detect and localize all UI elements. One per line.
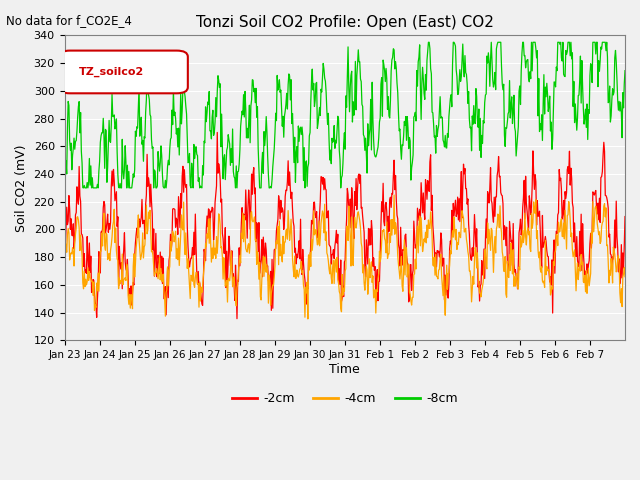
-4cm (278, 259, 286, 265)
-4cm (230, 277, 237, 283)
X-axis label: Time: Time (330, 363, 360, 376)
-2cm (230, 281, 238, 287)
Line: -4cm: -4cm (65, 195, 625, 319)
Text: No data for f_CO2E_4: No data for f_CO2E_4 (6, 14, 132, 27)
-4cm (436, 266, 444, 272)
FancyBboxPatch shape (59, 50, 188, 93)
-8cm (403, 114, 411, 120)
-4cm (304, 316, 312, 322)
-2cm (233, 316, 241, 322)
-2cm (436, 254, 444, 260)
-8cm (279, 113, 287, 119)
-2cm (259, 274, 266, 280)
-4cm (61, 276, 68, 282)
Legend: -2cm, -4cm, -8cm: -2cm, -4cm, -8cm (227, 387, 463, 410)
-2cm (280, 227, 287, 232)
Y-axis label: Soil CO2 (mV): Soil CO2 (mV) (15, 144, 28, 232)
-8cm (127, 185, 135, 191)
-2cm (61, 253, 68, 259)
-2cm (213, 130, 221, 135)
Title: Tonzi Soil CO2 Profile: Open (East) CO2: Tonzi Soil CO2 Profile: Open (East) CO2 (196, 15, 493, 30)
-4cm (127, 305, 134, 311)
-2cm (127, 295, 134, 301)
-4cm (404, 267, 412, 273)
-8cm (258, 160, 266, 166)
-4cm (621, 274, 629, 280)
-8cm (230, 174, 238, 180)
-8cm (61, 164, 68, 170)
-8cm (424, 39, 432, 45)
Line: -8cm: -8cm (65, 42, 625, 188)
-8cm (621, 68, 629, 73)
Line: -2cm: -2cm (65, 132, 625, 319)
-8cm (436, 108, 444, 114)
-8cm (80, 185, 88, 191)
-4cm (257, 297, 265, 303)
-2cm (404, 263, 412, 268)
Text: TZ_soilco2: TZ_soilco2 (79, 67, 144, 77)
-4cm (390, 192, 398, 198)
-2cm (621, 214, 629, 219)
